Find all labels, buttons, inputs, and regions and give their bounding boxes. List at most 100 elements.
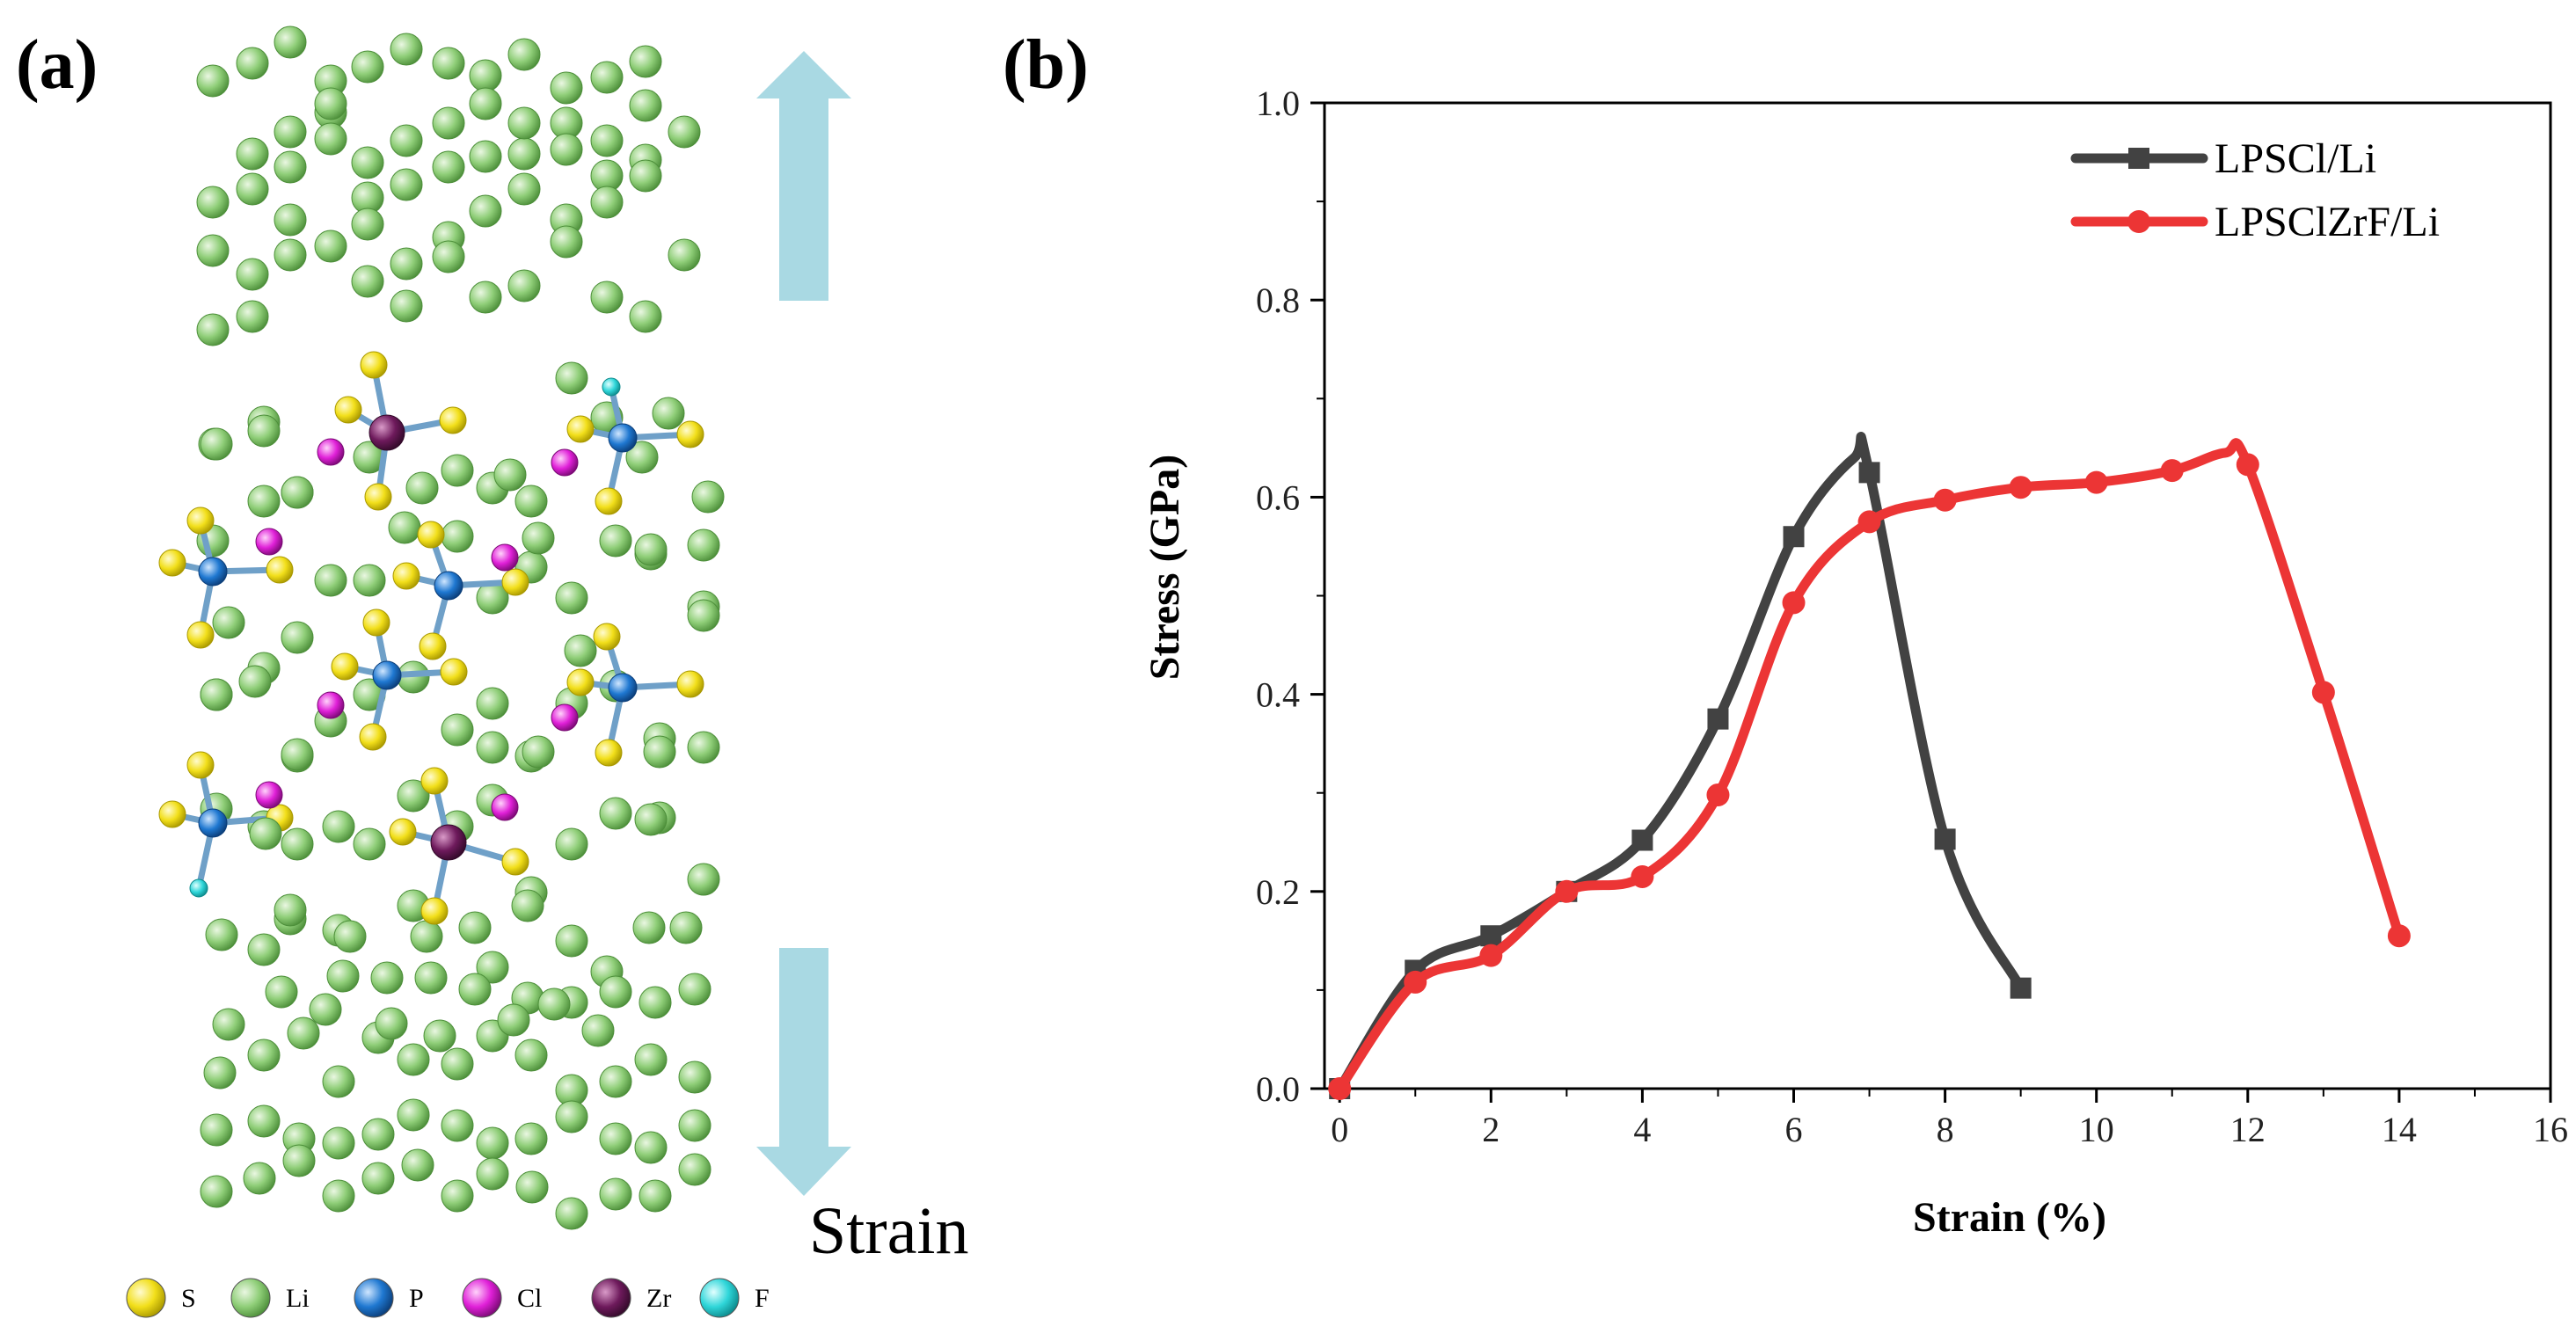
zr-cluster: [389, 767, 529, 925]
legend-label: LPSClZrF/Li: [2215, 199, 2440, 245]
li-atom: [550, 133, 583, 166]
li-atom: [507, 172, 541, 206]
s-atom: [362, 609, 390, 637]
li-atom: [390, 289, 423, 323]
li-atom: [632, 911, 666, 944]
li-atom: [351, 208, 384, 241]
li-atom: [205, 918, 238, 951]
s-atom: [186, 621, 215, 649]
li-atom: [281, 621, 314, 654]
chart-legend: LPSCl/Li LPSClZrF/Li: [2070, 135, 2440, 245]
ps4-cluster: [566, 377, 704, 515]
ps4-cluster: [566, 623, 704, 767]
x-tick-label: 8: [1937, 1110, 1954, 1149]
li-atom: [388, 511, 421, 544]
li-atom: [351, 146, 384, 179]
zr-atom: [369, 414, 405, 451]
zr-cluster: [334, 351, 467, 511]
li-atom: [507, 106, 541, 140]
li-atom: [322, 1065, 355, 1098]
li-atom: [265, 975, 298, 1009]
li-atom: [370, 961, 404, 995]
strain-arrow-up: [756, 51, 851, 301]
li-atom: [200, 1175, 233, 1208]
li-atom: [634, 803, 668, 836]
p-atom: [608, 423, 638, 453]
li-atom: [476, 1157, 509, 1191]
cl-atom: [491, 793, 519, 821]
li-atom: [599, 1177, 632, 1211]
li-atom: [555, 1100, 588, 1133]
li-atom: [236, 172, 269, 206]
s-atom: [501, 568, 529, 596]
legend-label: LPSCl/Li: [2215, 135, 2376, 182]
ps4-cluster: [158, 507, 294, 649]
li-atom: [476, 731, 509, 764]
li-atom: [555, 827, 588, 861]
li-atom: [678, 1153, 712, 1186]
atom-legend-item-s: S: [126, 1278, 196, 1318]
li-atom: [441, 520, 474, 553]
data-point: [1631, 864, 1654, 888]
li-atom: [687, 528, 720, 562]
atom-legend-label: F: [755, 1284, 770, 1313]
li-atom: [314, 87, 347, 120]
s-atom: [158, 800, 186, 828]
li-atom: [537, 988, 571, 1021]
li-atom: [669, 911, 703, 944]
li-atom: [522, 735, 555, 769]
data-point: [1328, 1077, 1352, 1100]
li-atom: [247, 1104, 281, 1138]
li-atom: [397, 1098, 430, 1132]
li-atom: [687, 731, 720, 764]
li-atom: [687, 599, 720, 632]
li-atom: [550, 225, 583, 259]
atom-legend-label: S: [181, 1284, 196, 1313]
li-atom: [469, 194, 502, 228]
li-atom: [476, 951, 509, 984]
data-point: [1555, 879, 1579, 903]
p-atom: [198, 808, 228, 838]
data-point: [1479, 944, 1503, 967]
data-point: [1934, 828, 1956, 850]
li-atom: [564, 634, 597, 667]
li-atom: [507, 269, 541, 302]
x-tick-label: 12: [2230, 1110, 2266, 1149]
s-atom: [331, 652, 359, 681]
li-atom: [629, 45, 662, 78]
data-point: [1858, 462, 1880, 484]
li-atom: [507, 137, 541, 171]
y-tick-label: 1.0: [1256, 84, 1300, 123]
s-atom: [440, 658, 468, 686]
atom-legend-swatch: [591, 1278, 631, 1318]
li-atom: [599, 797, 632, 830]
li-atom: [203, 1056, 237, 1090]
li-atom: [322, 810, 355, 843]
li-atom: [625, 441, 659, 474]
li-atom: [678, 1109, 712, 1142]
li-atom: [390, 124, 423, 157]
li-atom: [282, 1144, 316, 1177]
cl-atom: [317, 691, 345, 719]
li-atom: [441, 1047, 474, 1081]
li-atom: [458, 911, 492, 944]
x-tick-label: 16: [2533, 1110, 2568, 1149]
li-atom: [629, 89, 662, 122]
x-tick-label: 0: [1331, 1110, 1348, 1149]
li-atom: [196, 64, 230, 98]
y-tick-label: 0.0: [1256, 1069, 1300, 1109]
li-atom: [314, 230, 347, 263]
x-axis-title: Strain (%): [1913, 1194, 2106, 1241]
li-atom: [375, 1007, 408, 1040]
li-atom: [361, 1162, 395, 1195]
s-atom: [676, 670, 704, 698]
panel-a-structure: (a) Strain S Li P Cl Zr F: [16, 26, 969, 1318]
li-atom: [274, 203, 307, 237]
series-lpsclzrf-li: [1328, 438, 2411, 1100]
data-point: [2084, 470, 2108, 494]
atom-legend: S Li P Cl Zr F: [126, 1278, 770, 1318]
s-atom: [266, 556, 294, 584]
atom-legend-swatch: [699, 1278, 740, 1318]
li-atom: [351, 50, 384, 84]
y-tick-label: 0.8: [1256, 281, 1300, 320]
